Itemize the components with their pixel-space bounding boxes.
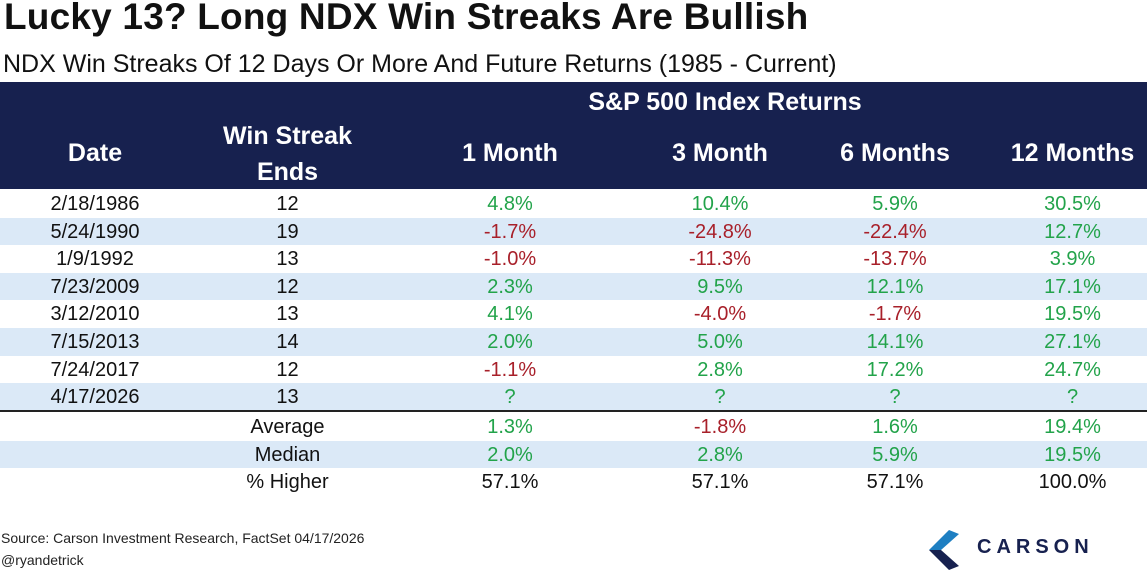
cell-m12: 17.1% xyxy=(1044,275,1101,298)
summary-cell-m6: 5.9% xyxy=(872,443,918,466)
cell-m12: ? xyxy=(1066,386,1079,409)
cell-streak: 19 xyxy=(276,220,299,243)
cell-m12: 27.1% xyxy=(1044,330,1101,353)
table-row: 5/24/1990 19 -1.7% -24.8% -22.4% 12.7% xyxy=(0,217,1147,246)
cell-m6: -13.7% xyxy=(863,248,927,271)
cell-m3: 2.8% xyxy=(697,358,743,381)
cell-m1: 4.8% xyxy=(487,193,533,215)
table-row: 4/17/2026 13???? xyxy=(0,383,1147,411)
summary-cell-m1: 2.0% xyxy=(487,443,533,466)
cell-date: 7/15/2013 xyxy=(50,330,140,353)
summary-cell-m12: 19.5% xyxy=(1044,443,1101,466)
table-row: 1/9/1992 13 -1.0% -11.3% -13.7% 3.9% xyxy=(0,245,1147,273)
cell-m12: 19.5% xyxy=(1044,303,1101,326)
cell-streak: 13 xyxy=(276,303,299,326)
cell-m1: 2.3% xyxy=(487,275,533,298)
cell-date: 7/24/2017 xyxy=(50,358,140,381)
logo-text: CARSON xyxy=(977,536,1094,558)
summary-cell-m1: 1.3% xyxy=(487,416,533,438)
cell-m1: 4.1% xyxy=(487,303,533,326)
cell-m12: 24.7% xyxy=(1044,358,1101,381)
table-row: 7/15/2013 14 2.0% 5.0% 14.1% 27.1% xyxy=(0,327,1147,356)
cell-m6: -1.7% xyxy=(868,303,922,326)
summary-cell-m12: 19.4% xyxy=(1044,416,1101,438)
cell-streak: 12 xyxy=(276,193,299,215)
carson-logo-icon xyxy=(929,530,959,570)
cell-m3: -11.3% xyxy=(689,248,751,271)
col-header-6m: 6 Months xyxy=(840,139,950,167)
table-header: S&P 500 Index Returns Date Win Streak End… xyxy=(0,82,1147,189)
summary-cell-m1: 57.1% xyxy=(481,471,539,494)
summary-row: Average 1.3% -1.8% 1.6% 19.4% xyxy=(0,413,1147,441)
cell-m1: 2.0% xyxy=(487,330,533,353)
table-row: 2/18/1986 12 4.8% 10.4% 5.9% 30.5% xyxy=(0,190,1147,218)
summary-row: Median 2.0% 2.8% 5.9% 19.5% xyxy=(0,440,1147,469)
summary-cell-m3: -1.8% xyxy=(693,416,747,438)
cell-m6: 17.2% xyxy=(866,358,924,381)
cell-m6: 5.9% xyxy=(872,193,918,215)
carson-logo: CARSON xyxy=(927,530,1137,570)
summary-cell-m12: 100.0% xyxy=(1038,471,1107,494)
table-summary: Average 1.3% -1.8% 1.6% 19.4% Median 2.0% 2.8% 5… xyxy=(0,413,1147,496)
col-header-1m: 1 Month xyxy=(462,139,558,167)
table-divider xyxy=(0,410,1147,412)
cell-m6: -22.4% xyxy=(863,220,927,243)
cell-date: 3/12/2010 xyxy=(50,303,140,326)
cell-streak: 12 xyxy=(276,275,299,298)
cell-m3: ? xyxy=(714,386,726,409)
summary-cell-m3: 57.1% xyxy=(691,471,749,494)
source-note: Source: Carson Investment Research, Fact… xyxy=(1,530,365,546)
col-header-date: Date xyxy=(67,139,123,167)
col-header-streak: Win Streak Ends xyxy=(200,118,375,190)
cell-date: 1/9/1992 xyxy=(56,248,134,271)
summary-label: % Higher xyxy=(246,471,329,494)
cell-streak: 13 xyxy=(276,386,299,409)
cell-m3: -24.8% xyxy=(688,220,752,243)
col-header-streak-text: Win Streak Ends xyxy=(223,122,352,186)
summary-label: Median xyxy=(254,443,321,466)
cell-m1: -1.7% xyxy=(483,220,537,243)
table-row: 7/24/2017 12 -1.1% 2.8% 17.2% 24.7% xyxy=(0,356,1147,384)
group-header: S&P 500 Index Returns xyxy=(588,88,862,116)
summary-label: Average xyxy=(250,416,325,438)
col-header-3m: 3 Month xyxy=(672,139,768,167)
summary-row: % Higher 57.1% 57.1% 57.1% 100.0% xyxy=(0,468,1147,496)
cell-m3: -4.0% xyxy=(693,303,747,326)
cell-streak: 13 xyxy=(276,248,299,271)
cell-m6: ? xyxy=(889,386,901,409)
summary-cell-m6: 57.1% xyxy=(866,471,924,494)
summary-cell-m3: 2.8% xyxy=(697,443,743,466)
cell-m3: 9.5% xyxy=(697,275,743,298)
col-header-12m: 12 Months xyxy=(1010,139,1135,167)
cell-streak: 12 xyxy=(276,358,299,381)
cell-date: 7/23/2009 xyxy=(50,275,140,298)
page-subtitle: NDX Win Streaks Of 12 Days Or More And F… xyxy=(3,50,837,78)
table-row: 3/12/2010 13 4.1% -4.0% -1.7% 19.5% xyxy=(0,300,1147,328)
summary-cell-m6: 1.6% xyxy=(872,416,918,438)
table-body: 2/18/1986 12 4.8% 10.4% 5.9% 30.5% 5/24/1990 19… xyxy=(0,190,1147,411)
cell-m6: 12.1% xyxy=(866,275,924,298)
cell-m3: 10.4% xyxy=(691,193,749,215)
cell-m12: 12.7% xyxy=(1044,220,1101,243)
page-title: Lucky 13? Long NDX Win Streaks Are Bulli… xyxy=(4,0,809,37)
cell-date: 5/24/1990 xyxy=(50,220,140,243)
cell-streak: 14 xyxy=(276,330,299,353)
table-row: 7/23/2009 12 2.3% 9.5% 12.1% 17.1% xyxy=(0,272,1147,301)
cell-date: 4/17/2026 xyxy=(50,386,140,409)
cell-m1: -1.1% xyxy=(483,358,537,381)
cell-date: 2/18/1986 xyxy=(50,193,140,215)
twitter-handle: @ryandetrick xyxy=(1,552,84,568)
cell-m3: 5.0% xyxy=(697,330,743,353)
cell-m12: 30.5% xyxy=(1044,193,1101,215)
cell-m6: 14.1% xyxy=(866,330,924,353)
cell-m1: ? xyxy=(504,386,516,409)
cell-m12: 3.9% xyxy=(1049,248,1096,271)
cell-m1: -1.0% xyxy=(483,248,537,271)
